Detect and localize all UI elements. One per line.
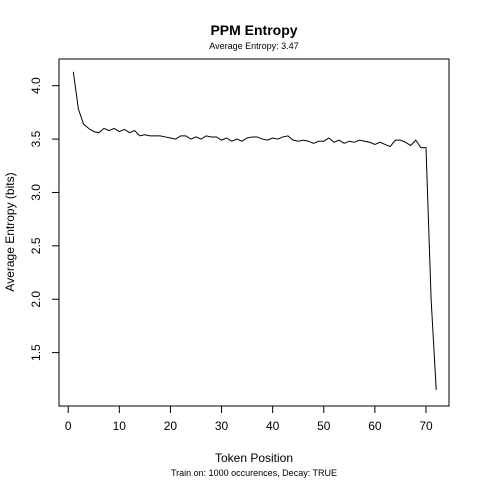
y-tick-label-4: 3.5 [29, 130, 43, 147]
x-tick-label-60: 60 [368, 419, 382, 433]
series-group [72, 71, 437, 391]
series-line-0 [72, 71, 437, 391]
x-tick-label-40: 40 [266, 419, 280, 433]
y-axis: 1.5 2.0 2.5 3.0 3.5 4.0 [29, 77, 60, 361]
chart-title: PPM Entropy [210, 22, 297, 38]
x-tick-label-70: 70 [419, 419, 433, 433]
y-tick-label-2: 2.5 [29, 237, 43, 254]
y-tick-label-5: 4.0 [29, 77, 43, 94]
x-tick-label-30: 30 [215, 419, 229, 433]
plot-frame [58, 58, 450, 407]
x-tick-label-50: 50 [317, 419, 331, 433]
x-tick-label-0: 0 [65, 419, 72, 433]
chart-subtitle: Average Entropy: 3.47 [209, 41, 298, 51]
y-axis-label: Average Entropy (bits) [3, 172, 17, 291]
x-axis: 0 10 20 30 40 50 60 70 [65, 405, 433, 433]
chart-caption: Train on: 1000 occurences, Decay: TRUE [171, 468, 337, 478]
x-axis-label: Token Position [215, 451, 293, 465]
y-tick-label-3: 3.0 [29, 184, 43, 201]
x-tick-label-10: 10 [113, 419, 127, 433]
x-tick-label-20: 20 [164, 419, 178, 433]
y-tick-label-0: 1.5 [29, 344, 43, 361]
y-tick-label-1: 2.0 [29, 291, 43, 308]
